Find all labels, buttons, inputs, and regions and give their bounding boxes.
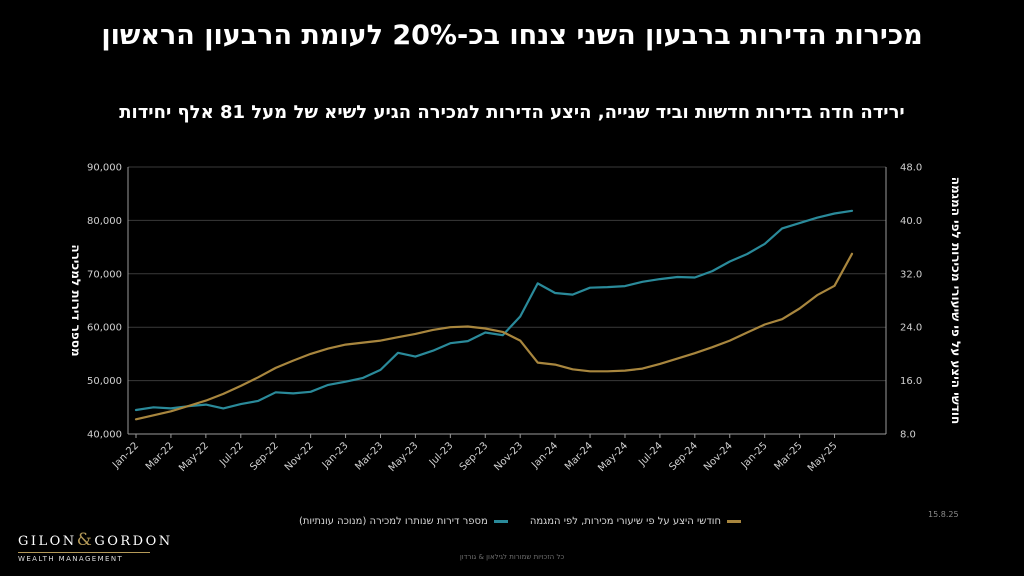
x-tick-label: Jan-22	[110, 440, 141, 471]
x-tick-label: Jul-23	[427, 440, 456, 469]
x-tick-label: May-22	[177, 440, 211, 474]
y-right-tick-label: 40.0	[900, 216, 922, 227]
x-tick-label: Jul-24	[636, 440, 665, 469]
x-tick-label: Sep-22	[248, 440, 281, 473]
x-tick-label: Mar-24	[563, 440, 595, 472]
logo-ampersand: &	[76, 530, 95, 550]
x-tick-label: Nov-23	[492, 440, 525, 473]
y-right-tick-label: 48.0	[900, 163, 922, 174]
x-tick-label: Sep-23	[458, 440, 491, 473]
x-tick-label: Nov-22	[283, 440, 316, 473]
series-line-apartments-for-sale	[134, 209, 854, 412]
x-tick-label: Nov-24	[702, 440, 735, 473]
legend-label-apartments: מספר דירות שנותרו למכירה (מנוכה עונתיות)	[298, 516, 488, 527]
logo-divider	[18, 552, 150, 553]
y-left-tick-label: 50,000	[87, 376, 122, 387]
legend-label-supply-months: חודשי היצע על פי שיעורי מכירות, לפי המגמ…	[529, 516, 722, 527]
y-right-axis-title: חודשי היצע על פי שיעורי מכירות לפי המגמה	[949, 177, 963, 425]
date-stamp: 15.8.25	[928, 510, 959, 519]
y-right-tick-label: 16.0	[900, 376, 922, 387]
logo-word-gordon: GORDON	[94, 534, 173, 549]
x-tick-label: Mar-23	[353, 440, 385, 472]
page-subtitle: ירידה חדה בדירות חדשות וביד שנייה, היצע …	[119, 102, 905, 123]
y-left-tick-label: 60,000	[87, 323, 122, 334]
y-right-tick-label: 8.0	[900, 430, 916, 441]
chart-legend: מספר דירות שנותרו למכירה (מנוכה עונתיות)…	[270, 516, 770, 527]
company-logo: GILON&GORDON WEALTH MANAGEMENT	[18, 530, 170, 563]
y-right-tick-label: 32.0	[900, 269, 922, 280]
x-tick-label: May-25	[806, 440, 840, 474]
x-tick-label: May-23	[387, 440, 421, 474]
legend-swatch-teal	[493, 520, 508, 523]
series-line-supply-months	[134, 252, 854, 421]
x-tick-label: Mar-22	[144, 440, 176, 472]
x-tick-label: Sep-24	[667, 440, 700, 473]
legend-item-supply-months: חודשי היצע על פי שיעורי מכירות, לפי המגמ…	[529, 516, 742, 527]
x-tick-label: Jan-24	[529, 440, 560, 471]
x-tick-label: Mar-25	[773, 440, 805, 472]
x-tick-label: Jul-22	[217, 440, 246, 469]
x-tick-label: May-24	[596, 440, 630, 474]
legend-item-apartments: מספר דירות שנותרו למכירה (מנוכה עונתיות)	[299, 516, 508, 527]
legend-swatch-gold	[727, 520, 742, 523]
page-title: מכירות הדירות ברבעון השני צנחו בכ-20% לע…	[101, 20, 923, 51]
logo-wordmark: GILON&GORDON	[18, 530, 170, 550]
logo-tagline: WEALTH MANAGEMENT	[18, 555, 124, 563]
logo-word-gilon: GILON	[18, 534, 77, 549]
footer-copyright: כל הזכויות שמורות לגילאון & גורדון	[459, 553, 565, 561]
y-left-tick-label: 70,000	[87, 269, 122, 280]
y-left-axis-title: מספר דירות למכירה	[69, 244, 83, 356]
x-tick-label: Jan-25	[739, 440, 770, 471]
y-left-tick-label: 40,000	[87, 430, 122, 441]
y-right-tick-label: 24.0	[900, 323, 922, 334]
y-left-tick-label: 90,000	[87, 163, 122, 174]
x-tick-label: Jan-23	[320, 440, 351, 471]
y-left-tick-label: 80,000	[87, 216, 122, 227]
